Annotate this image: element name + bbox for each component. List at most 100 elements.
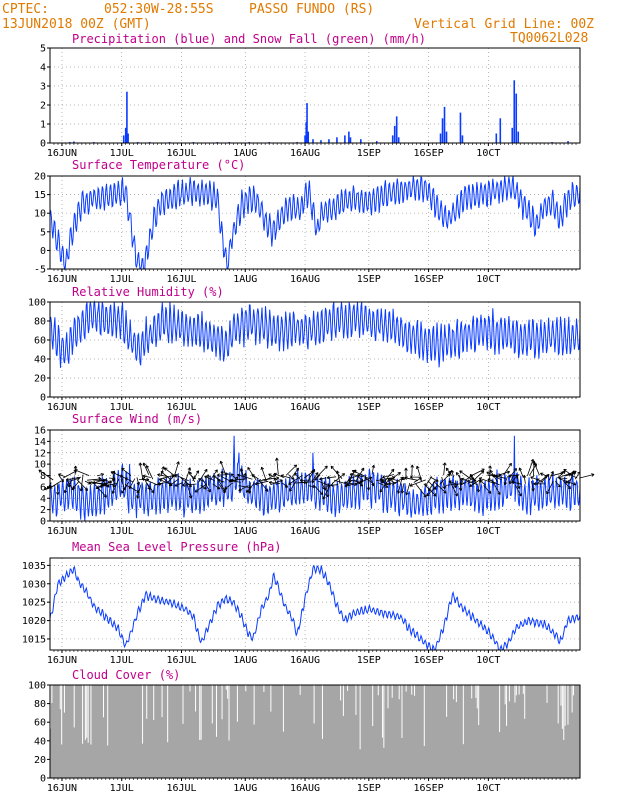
panel-title-wind: Surface Wind (m/s) xyxy=(72,412,202,426)
wind-arrow xyxy=(416,465,423,482)
header-grid-note: Vertical Grid Line: 00Z xyxy=(414,17,594,32)
wind-arrow xyxy=(194,483,207,493)
wind-arrow xyxy=(491,474,506,479)
wind-arrow xyxy=(450,469,455,478)
x-tick-label: 16AUG xyxy=(290,148,320,159)
wind-arrow xyxy=(511,480,522,485)
wind-arrow xyxy=(415,483,427,498)
cloud-gap xyxy=(546,685,548,703)
wind-arrow xyxy=(145,465,154,480)
precip-bar xyxy=(348,131,350,143)
cloud-gap xyxy=(340,685,342,701)
y-tick-label: 0 xyxy=(40,393,46,404)
precip-bar xyxy=(336,137,338,143)
cloud-gap xyxy=(381,685,383,738)
x-tick-label: 16SEP xyxy=(414,274,444,285)
wind-arrow xyxy=(460,477,478,486)
panel-mslp: 1015 1020 1025 1030 1035 16JUN 1JUL 16JUL 1AUG 16… xyxy=(22,557,581,666)
cloud-gap xyxy=(475,685,477,698)
x-tick-label: 1SEP xyxy=(357,783,381,794)
wind-arrow xyxy=(315,465,328,478)
cloud-gap xyxy=(506,685,508,726)
wind-arrow xyxy=(469,473,476,483)
x-tick-label: 16AUG xyxy=(290,274,320,285)
cloud-gap xyxy=(391,685,393,698)
wind-arrow xyxy=(400,483,405,494)
wind-arrow xyxy=(121,481,130,494)
cloud-gap xyxy=(59,685,61,710)
cloud-gap xyxy=(167,685,169,743)
x-tick-label: 16JUL xyxy=(166,655,196,666)
cloud-gap xyxy=(478,685,480,726)
x-tick-label: 1SEP xyxy=(357,655,381,666)
wind-arrow xyxy=(216,473,229,477)
panel-rh: 0 20 40 60 80 100 16JUN 1JUL 16JUL 1AUG 16AUG 1SEP 1… xyxy=(28,298,581,413)
cloud-gap xyxy=(342,685,344,717)
wind-arrow xyxy=(224,482,233,490)
cloud-gap xyxy=(90,685,92,745)
x-tick-label: 16JUN xyxy=(47,526,77,537)
wind-arrow xyxy=(390,477,401,482)
wind-arrow xyxy=(448,480,458,486)
cloud-gap xyxy=(377,685,379,696)
wind-arrow xyxy=(288,474,295,480)
precip-bar xyxy=(397,137,400,143)
wind-arrow xyxy=(424,476,433,487)
y-tick-label: 60 xyxy=(34,336,46,347)
cloud-gap xyxy=(63,685,65,713)
precip-bar xyxy=(375,141,378,143)
y-tick-label: 0 xyxy=(40,139,46,150)
wind-arrow xyxy=(121,467,132,476)
wind-arrow xyxy=(268,473,275,478)
wind-arrow xyxy=(158,478,173,486)
wind-arrow xyxy=(478,477,496,485)
wind-arrow xyxy=(404,467,408,478)
wind-arrow xyxy=(141,477,157,485)
cloud-gap xyxy=(387,685,389,709)
header-coords: 052:30W-28:55S xyxy=(104,2,214,17)
wind-arrow xyxy=(55,483,60,496)
wind-arrow xyxy=(99,483,117,488)
panel-frame xyxy=(49,557,581,651)
cloud-gap xyxy=(411,685,413,695)
x-tick-label: 16SEP xyxy=(414,655,444,666)
y-tick-label: 60 xyxy=(34,718,46,729)
cloud-gap xyxy=(563,685,565,740)
x-tick-label: 16SEP xyxy=(414,526,444,537)
cloud-gap xyxy=(453,685,455,700)
wind-arrow xyxy=(396,478,403,494)
header-station: PASSO FUNDO (RS) xyxy=(249,2,374,17)
wind-arrow xyxy=(218,483,226,494)
wind-arrow xyxy=(445,467,453,476)
precip-bar xyxy=(445,131,448,143)
wind-arrow xyxy=(182,483,197,487)
wind-arrow xyxy=(168,478,179,487)
wind-arrow xyxy=(237,473,253,480)
header-source: CPTEC: xyxy=(2,2,49,17)
y-tick-label: 40 xyxy=(34,736,46,747)
cloud-gap xyxy=(200,685,202,740)
y-tick-label: 20 xyxy=(34,755,46,766)
cloud-gap xyxy=(372,685,374,727)
wind-arrow xyxy=(157,482,165,486)
wind-arrow xyxy=(563,480,571,490)
cloud-gap xyxy=(153,685,155,721)
wind-arrow xyxy=(200,484,207,490)
cloud-gap xyxy=(321,685,323,739)
wind-arrow xyxy=(138,462,144,480)
x-tick-label: 1AUG xyxy=(233,148,257,159)
x-tick-label: 16AUG xyxy=(290,526,320,537)
wind-arrow xyxy=(291,467,299,477)
wind-arrow xyxy=(251,474,259,480)
x-tick-label: 1JUL xyxy=(110,148,134,159)
wind-arrow xyxy=(531,481,535,492)
wind-arrow xyxy=(58,475,64,483)
wind-arrow xyxy=(95,481,112,490)
x-tick-label: 1JUL xyxy=(110,274,134,285)
panel-temp: -5 0 5 10 15 20 16JUN 1JUL 16JUL 1AUG 16AUG 1SEP 16S… xyxy=(34,172,581,285)
x-tick-label: 1SEP xyxy=(357,526,381,537)
cloud-gap xyxy=(313,685,315,724)
precip-bar xyxy=(360,139,362,143)
cloud-gap xyxy=(564,685,566,726)
precip-bar xyxy=(567,141,569,143)
